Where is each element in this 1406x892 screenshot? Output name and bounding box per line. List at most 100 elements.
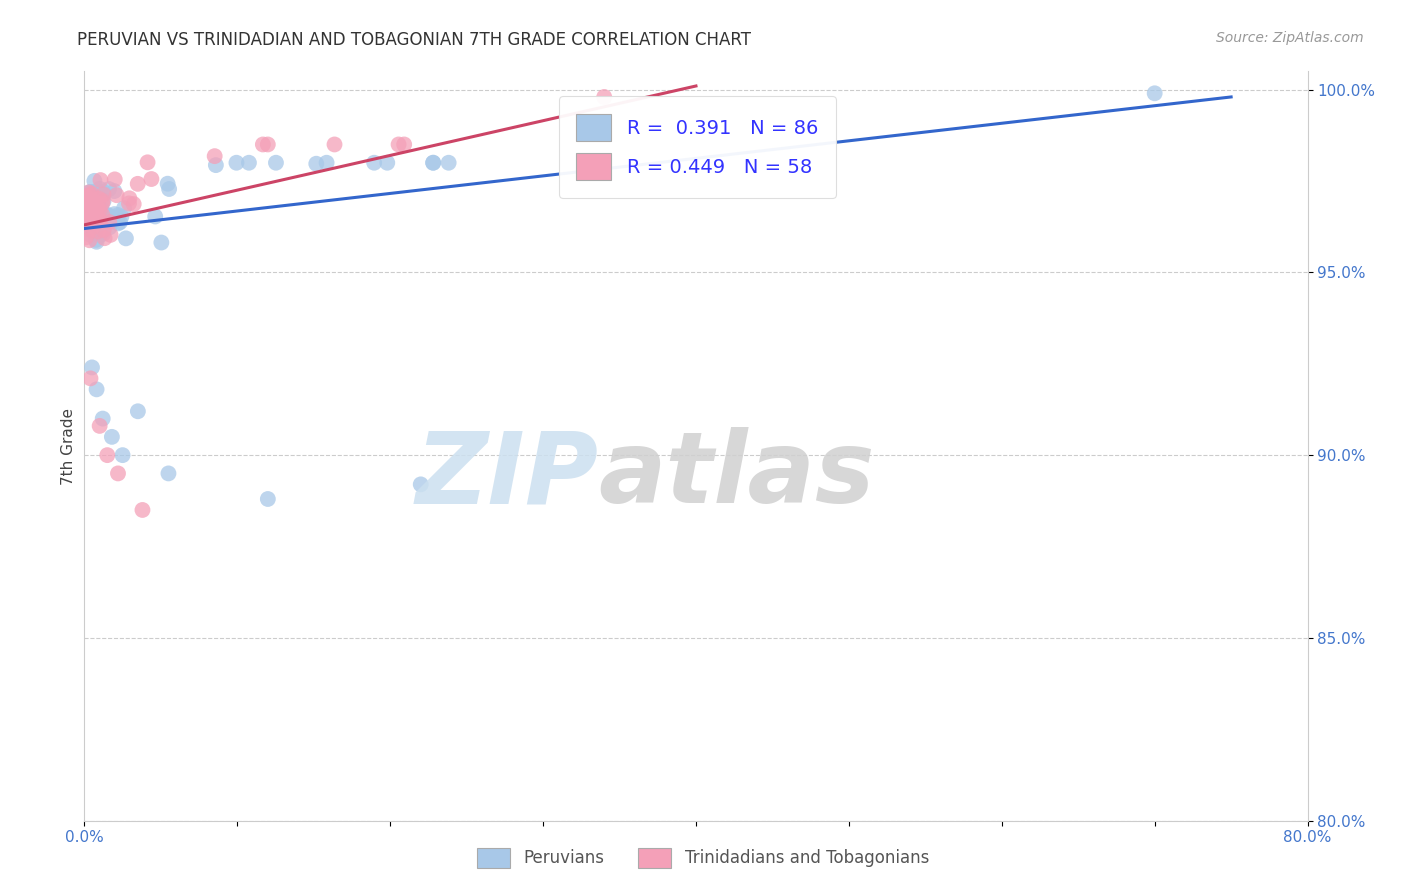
Point [96, 208, 118, 222]
Point [84, 213, 107, 227]
Point [77, 186, 100, 200]
Point [225, 155, 247, 169]
Point [323, 137, 346, 152]
Point [76, 197, 98, 211]
Point [76, 211, 98, 226]
Point [80, 196, 103, 211]
Point [83, 207, 105, 221]
Point [136, 155, 159, 169]
Point [115, 231, 138, 245]
Point [77, 199, 100, 213]
Point [80, 185, 103, 199]
Point [89, 202, 111, 217]
Point [91, 196, 114, 211]
Point [75, 230, 97, 244]
Point [118, 196, 141, 211]
Point [252, 137, 274, 152]
Point [84, 233, 107, 247]
Point [76, 189, 98, 203]
Point [77, 188, 100, 202]
Point [83, 224, 105, 238]
Point [107, 208, 129, 222]
Point [143, 210, 166, 224]
Point [105, 188, 128, 202]
Point [87, 202, 110, 216]
Point [105, 210, 128, 224]
Point [98, 215, 121, 229]
Point [80, 223, 103, 237]
Point [76, 199, 98, 213]
Point [79, 197, 101, 211]
Point [157, 467, 180, 481]
Point [76, 215, 98, 229]
Point [80, 199, 103, 213]
Point [89, 418, 111, 433]
Point [110, 210, 132, 224]
Point [98, 211, 121, 226]
Point [90, 202, 112, 216]
Point [75, 194, 97, 209]
Point [89, 186, 111, 200]
Point [107, 216, 129, 230]
Point [107, 467, 129, 481]
Point [87, 192, 110, 206]
Point [93, 211, 115, 225]
Point [89, 173, 111, 187]
Point [86, 200, 108, 214]
Point [141, 172, 163, 186]
Point [75, 191, 97, 205]
Point [315, 155, 337, 169]
Point [257, 491, 280, 506]
Point [82, 208, 104, 222]
Point [75, 189, 97, 203]
Point [76, 211, 98, 226]
Point [80, 227, 103, 242]
Point [90, 208, 112, 222]
Legend: R =  0.391   N = 86, R = 0.449   N = 58: R = 0.391 N = 86, R = 0.449 N = 58 [560, 96, 835, 198]
Point [127, 177, 149, 191]
Point [77, 211, 100, 225]
Point [103, 207, 125, 221]
Point [79, 233, 101, 247]
Point [83, 174, 105, 188]
Point [87, 204, 110, 219]
Point [205, 158, 228, 172]
Point [98, 220, 121, 235]
Point [375, 155, 398, 169]
Point [77, 219, 100, 234]
Point [86, 197, 108, 211]
Point [437, 155, 460, 169]
Point [76, 209, 98, 223]
Point [238, 155, 260, 169]
Point [104, 172, 127, 186]
Point [93, 223, 115, 237]
Point [96, 448, 118, 462]
Point [91, 208, 114, 222]
Point [204, 149, 226, 163]
Point [112, 201, 135, 215]
Point [80, 360, 103, 375]
Text: Source: ZipAtlas.com: Source: ZipAtlas.com [1216, 31, 1364, 45]
Point [91, 222, 114, 236]
Point [118, 191, 141, 205]
Point [82, 188, 104, 202]
Point [98, 182, 121, 196]
Y-axis label: 7th Grade: 7th Grade [60, 408, 76, 484]
Point [89, 186, 111, 200]
Point [101, 430, 124, 444]
Point [98, 209, 121, 223]
Point [80, 202, 103, 216]
Point [75, 199, 97, 213]
Point [150, 235, 173, 250]
Point [387, 137, 409, 152]
Point [108, 215, 131, 229]
Point [87, 224, 110, 238]
Point [422, 155, 444, 169]
Text: PERUVIAN VS TRINIDADIAN AND TOBAGONIAN 7TH GRADE CORRELATION CHART: PERUVIAN VS TRINIDADIAN AND TOBAGONIAN 7… [77, 31, 751, 49]
Point [89, 201, 111, 215]
Point [93, 212, 115, 227]
Point [80, 186, 103, 201]
Point [157, 182, 180, 196]
Point [87, 205, 110, 219]
Point [122, 197, 145, 211]
